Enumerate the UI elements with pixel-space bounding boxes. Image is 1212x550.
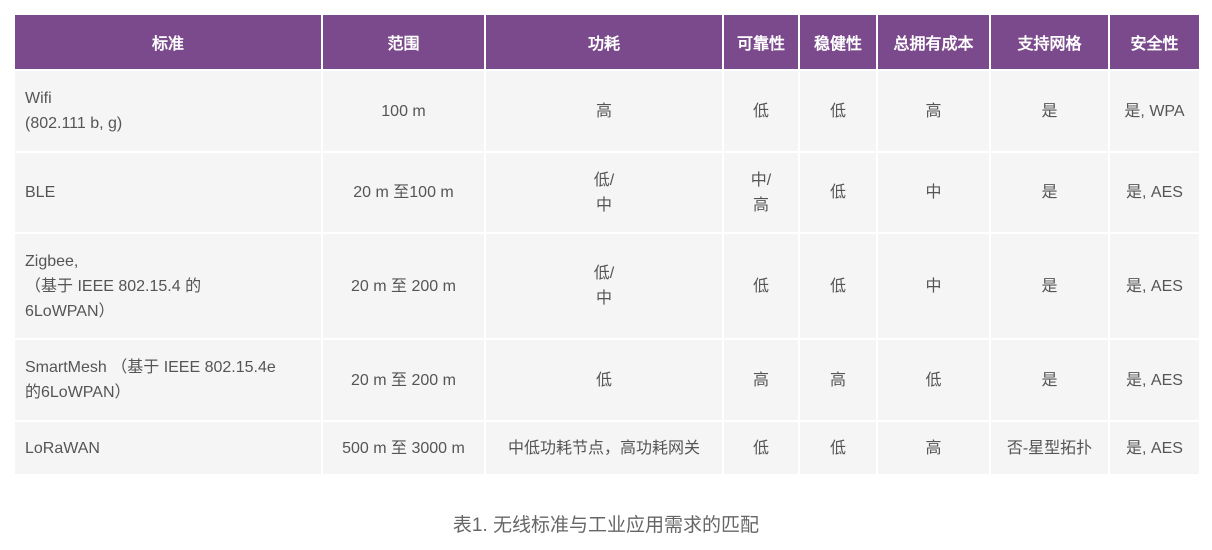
table-cell: 低 [798, 151, 878, 234]
table-cell: 20 m 至 200 m [321, 338, 486, 422]
column-header: 功耗 [484, 13, 724, 71]
table-cell: 中/ 高 [722, 151, 800, 234]
table-cell: 20 m 至100 m [321, 151, 486, 234]
table-cell: 是 [989, 338, 1110, 422]
table-row: LoRaWAN 500 m 至 3000 m 中低功耗节点，高功耗网关低低高否-星型… [13, 420, 1201, 476]
table-cell: 100 m [321, 69, 486, 153]
table-row: Zigbee, （基于 IEEE 802.15.4 的 6LoWPAN） 20 m… [13, 232, 1201, 340]
wireless-standards-table: 标准 范围 功耗 可靠性 稳健性 总拥有成本 支持网格 安全性 Wifi (802.111 b… [13, 13, 1201, 476]
table-caption: 表1. 无线标准与工业应用需求的匹配 [452, 515, 760, 536]
table-cell: 中低功耗节点，高功耗网关 [484, 420, 724, 476]
table-cell: SmartMesh （基于 IEEE 802.15.4e 的6LoWPAN） [13, 338, 323, 422]
table-cell: 500 m 至 3000 m [321, 420, 486, 476]
table-row: Wifi (802.111 b, g) 100 m 高低低高是是, WPA [13, 69, 1201, 153]
table-cell: 高 [722, 338, 800, 422]
table-cell: 是, AES [1108, 420, 1201, 476]
table-cell: 低/ 中 [484, 151, 724, 234]
column-header: 范围 [321, 13, 486, 71]
table-cell: 是 [989, 232, 1110, 340]
table-row: BLE 20 m 至100 m 低/ 中中/ 高低中是是, AES [13, 151, 1201, 234]
table-cell: LoRaWAN [13, 420, 323, 476]
table-cell: 高 [484, 69, 724, 153]
column-header: 支持网格 [989, 13, 1110, 71]
table-cell: 是, AES [1108, 151, 1201, 234]
column-header: 标准 [13, 13, 323, 71]
column-header: 安全性 [1108, 13, 1201, 71]
table-cell: 是 [989, 151, 1110, 234]
table-cell: 是, WPA [1108, 69, 1201, 153]
table-cell: BLE [13, 151, 323, 234]
header-row: 标准 范围 功耗 可靠性 稳健性 总拥有成本 支持网格 安全性 [13, 13, 1201, 71]
table-cell: 20 m 至 200 m [321, 232, 486, 340]
table-cell: 中 [876, 151, 991, 234]
table-cell: Wifi (802.111 b, g) [13, 69, 323, 153]
column-header: 总拥有成本 [876, 13, 991, 71]
table-cell: 低 [722, 69, 800, 153]
table-cell: 低 [722, 232, 800, 340]
table-cell: 低 [798, 69, 878, 153]
table-cell: 否-星型拓扑 [989, 420, 1110, 476]
column-header: 可靠性 [722, 13, 800, 71]
table-cell: 中 [876, 232, 991, 340]
table-cell: 低/ 中 [484, 232, 724, 340]
table-cell: 低 [798, 232, 878, 340]
table-cell: 低 [798, 420, 878, 476]
table-cell: 高 [876, 420, 991, 476]
table-cell: 低 [722, 420, 800, 476]
table-cell: 高 [798, 338, 878, 422]
table-cell: 高 [876, 69, 991, 153]
table-cell: 是, AES [1108, 338, 1201, 422]
table-cell: 是, AES [1108, 232, 1201, 340]
table-cell: 是 [989, 69, 1110, 153]
table-row: SmartMesh （基于 IEEE 802.15.4e 的6LoWPAN） 20… [13, 338, 1201, 422]
table-cell: 低 [484, 338, 724, 422]
column-header: 稳健性 [798, 13, 878, 71]
table-cell: Zigbee, （基于 IEEE 802.15.4 的 6LoWPAN） [13, 232, 323, 340]
table-cell: 低 [876, 338, 991, 422]
